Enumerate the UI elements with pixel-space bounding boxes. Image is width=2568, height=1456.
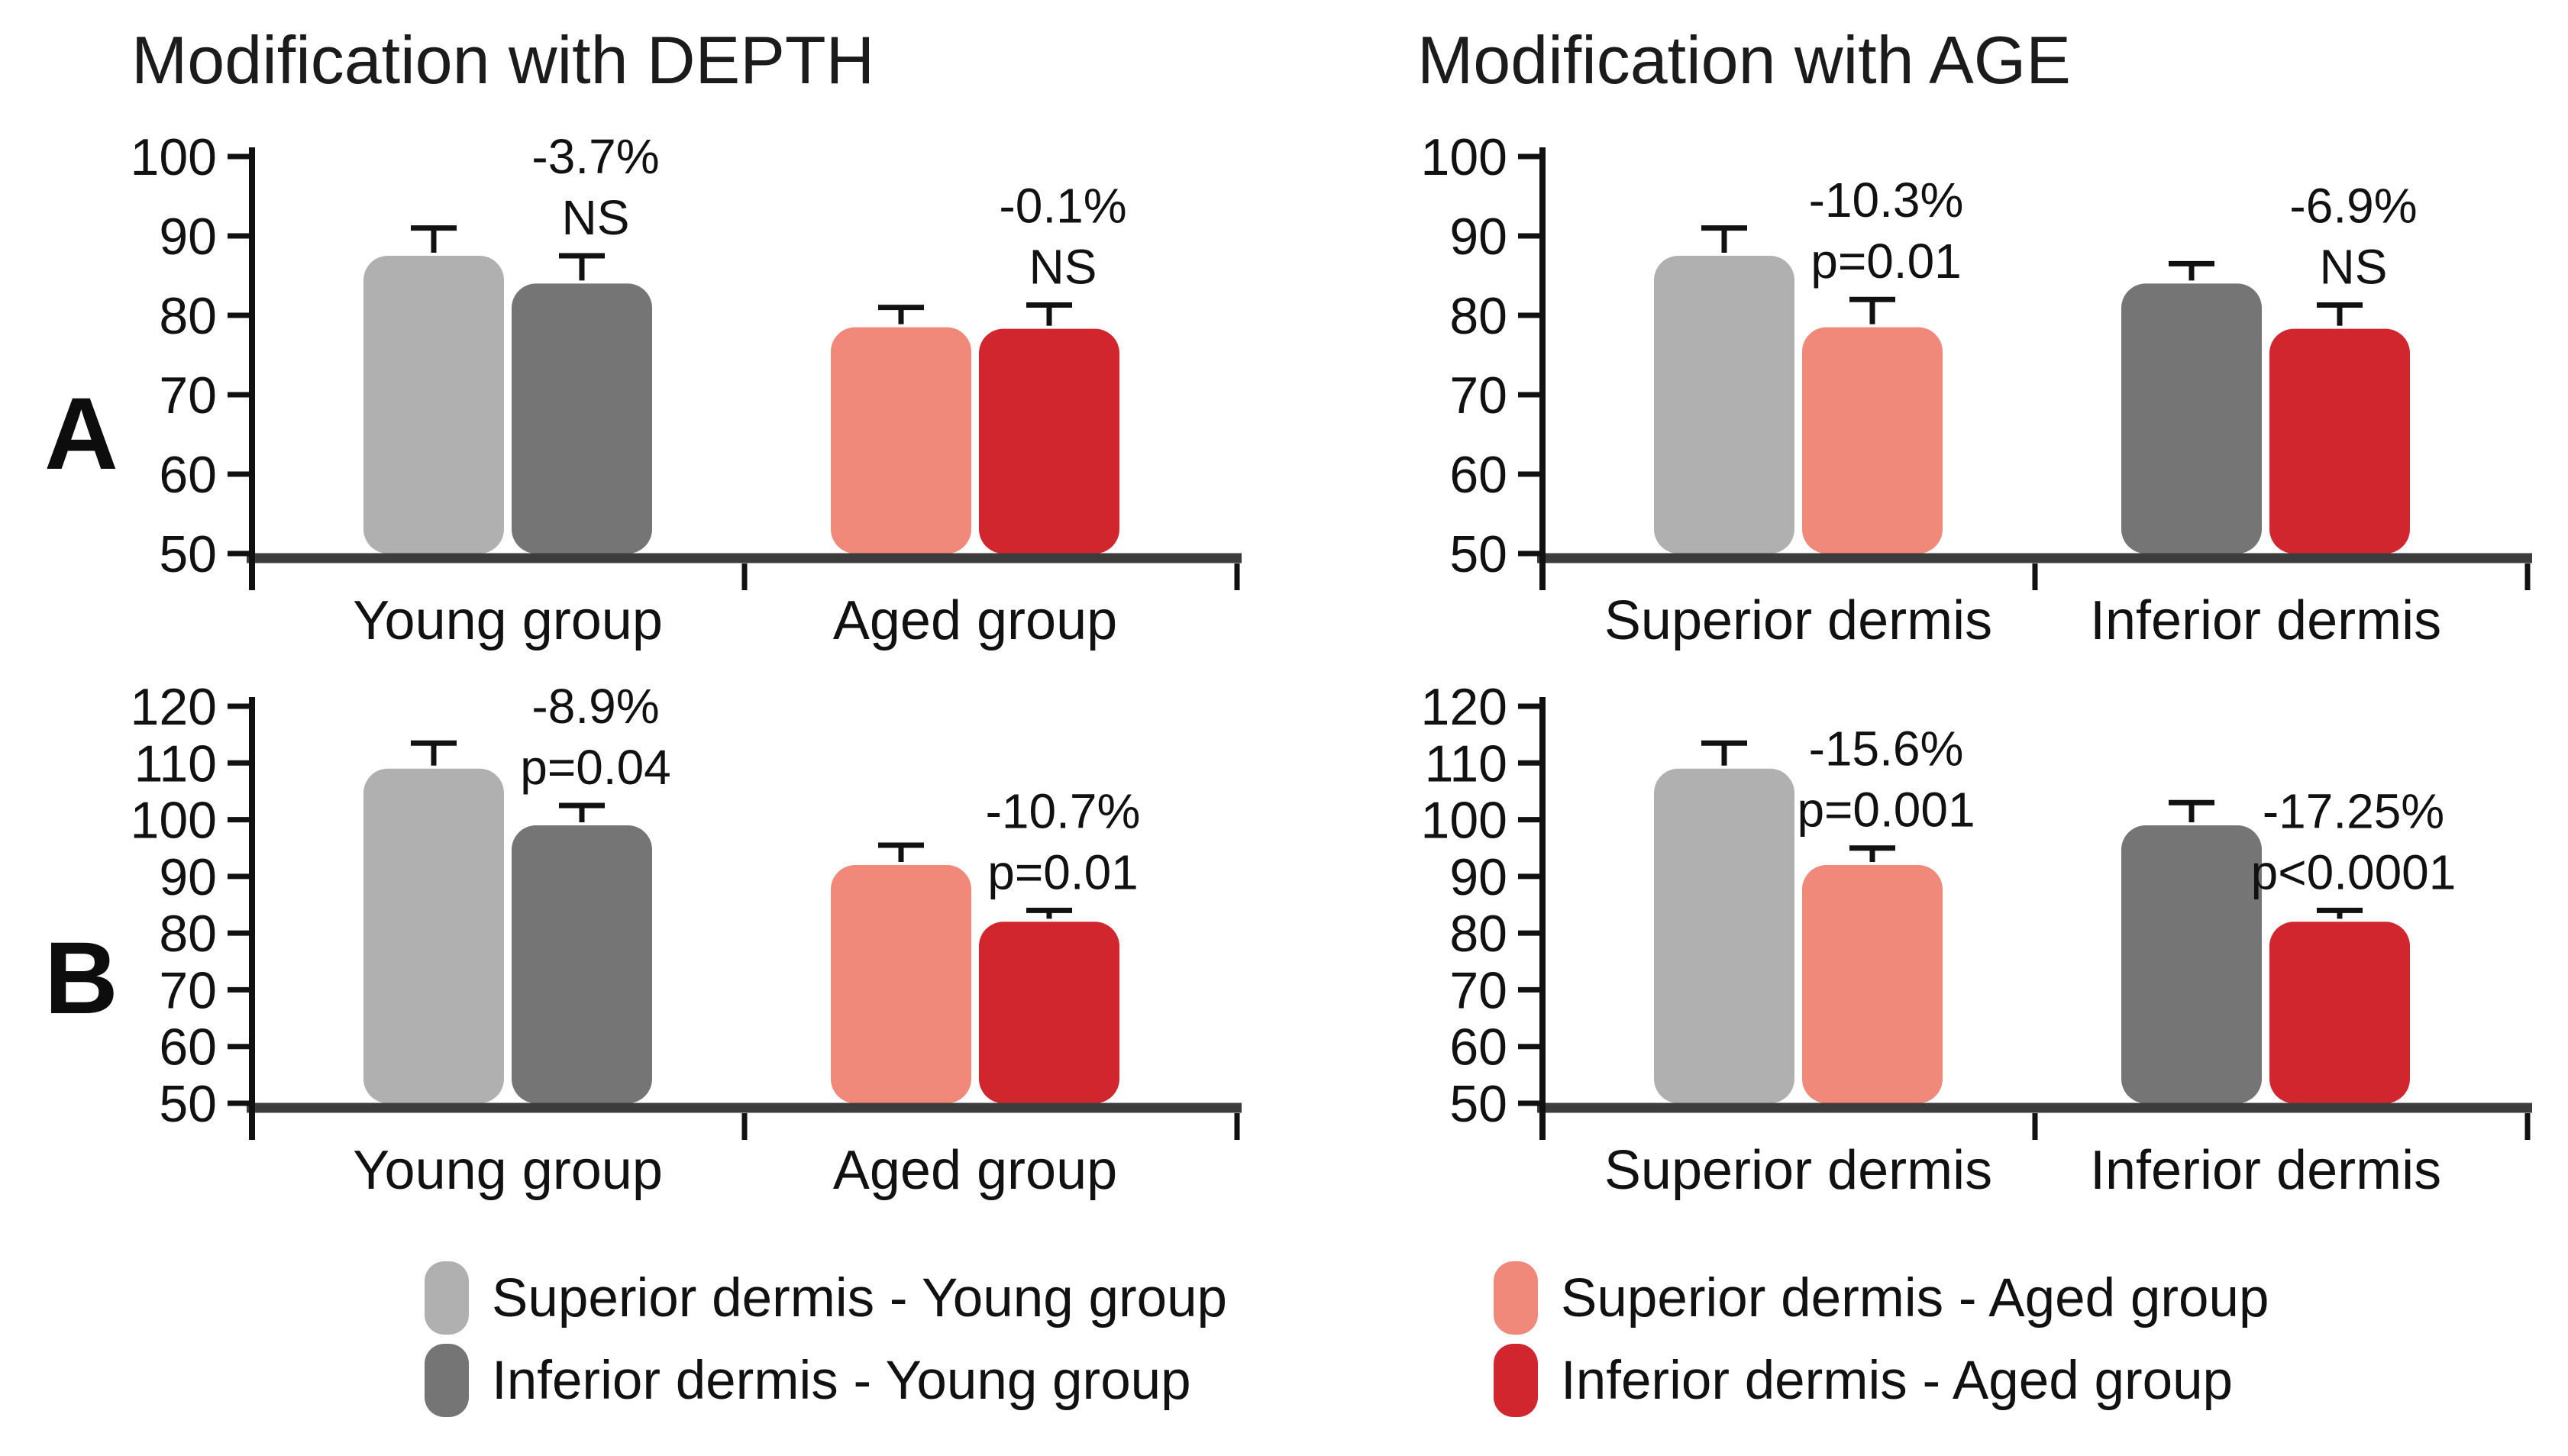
x-category-label: Young group xyxy=(353,590,663,651)
annotation-line: p<0.0001 xyxy=(2251,844,2457,899)
y-tick-label: 80 xyxy=(1449,287,1507,345)
bar-chart-depth-panel-a: 50 60 70 80 90 100 Young group -3.7% NS Aged grou… xyxy=(107,126,1252,660)
x-category-label: Inferior dermis xyxy=(2090,590,2441,651)
annotation-line: -6.9% xyxy=(2289,178,2417,233)
y-tick-label: 110 xyxy=(134,734,217,793)
y-tick-label: 100 xyxy=(1421,128,1507,186)
bar-superior-dermis-young-group xyxy=(363,256,504,554)
annotation-line: NS xyxy=(1029,239,1097,294)
chart-svg: 50 60 70 80 90 100 Superior dermis -10.3% p=0.01… xyxy=(1421,128,2532,651)
y-tick-label: 90 xyxy=(159,848,217,906)
y-tick-label: 60 xyxy=(159,1019,217,1077)
annotation-line: NS xyxy=(562,190,630,245)
y-tick-label: 120 xyxy=(1421,678,1507,736)
x-category-label: Superior dermis xyxy=(1604,1140,1992,1201)
legend-label: Superior dermis - Young group xyxy=(492,1267,1228,1328)
y-tick-label: 80 xyxy=(159,287,217,345)
legend-swatch-superior-dermis-aged-group xyxy=(1494,1261,1538,1335)
panel-label-a: A xyxy=(44,377,118,491)
bar-chart-age-panel-a: 50 60 70 80 90 100 Superior dermis -10.3% p=0.01… xyxy=(1397,126,2543,660)
annotation-line: -10.3% xyxy=(1809,173,1964,228)
y-tick-label: 60 xyxy=(1449,446,1507,504)
x-category-label: Superior dermis xyxy=(1604,590,1992,651)
x-category-label: Aged group xyxy=(833,1140,1117,1201)
y-tick-label: 100 xyxy=(131,128,217,186)
y-tick-label: 90 xyxy=(1449,208,1507,266)
y-tick-label: 110 xyxy=(1425,734,1507,793)
y-tick-label: 50 xyxy=(159,525,217,583)
y-tick-label: 100 xyxy=(1421,792,1507,850)
legend-item: Superior dermis - Aged group xyxy=(1494,1261,2269,1335)
annotation-line: -8.9% xyxy=(531,679,659,734)
y-tick-label: 90 xyxy=(1449,848,1507,906)
legend-label: Inferior dermis - Aged group xyxy=(1561,1350,2234,1411)
annotation-line: -17.25% xyxy=(2263,783,2444,838)
legend-swatch-superior-dermis-young-group xyxy=(425,1261,469,1335)
bar-inferior-dermis-aged-group xyxy=(2269,328,2410,554)
legend-swatch-inferior-dermis-aged-group xyxy=(1494,1344,1538,1417)
y-tick-label: 80 xyxy=(1449,905,1507,963)
y-tick-label: 100 xyxy=(131,792,217,850)
legend-item: Inferior dermis - Aged group xyxy=(1494,1344,2269,1417)
annotation-line: -0.1% xyxy=(999,178,1126,233)
bar-superior-dermis-aged-group xyxy=(831,327,971,554)
bar-superior-dermis-young-group xyxy=(1654,768,1794,1103)
bar-superior-dermis-young-group xyxy=(1654,256,1794,554)
annotation-line: p=0.01 xyxy=(1811,234,1962,289)
y-tick-label: 50 xyxy=(1449,525,1507,583)
y-tick-label: 70 xyxy=(159,961,217,1019)
bar-inferior-dermis-young-group xyxy=(2121,825,2262,1103)
x-category-label: Aged group xyxy=(833,590,1117,651)
bar-superior-dermis-aged-group xyxy=(1802,865,1943,1103)
annotation-line: -10.7% xyxy=(986,783,1141,838)
legend: Superior dermis - Young group Inferior de… xyxy=(0,1261,2568,1437)
bar-superior-dermis-aged-group xyxy=(831,865,971,1103)
column-title-depth: Modification with DEPTH xyxy=(131,22,875,98)
y-tick-label: 90 xyxy=(159,208,217,266)
legend-swatch-inferior-dermis-young-group xyxy=(425,1344,469,1417)
legend-column-aged: Superior dermis - Aged group Inferior der… xyxy=(1494,1261,2269,1417)
bar-inferior-dermis-young-group xyxy=(512,825,652,1103)
legend-label: Inferior dermis - Young group xyxy=(492,1350,1191,1411)
y-tick-label: 50 xyxy=(1449,1075,1507,1133)
bar-inferior-dermis-aged-group xyxy=(979,922,1119,1103)
annotation-line: p=0.01 xyxy=(987,844,1139,899)
bar-inferior-dermis-young-group xyxy=(512,283,652,554)
bar-superior-dermis-young-group xyxy=(363,768,504,1103)
y-tick-label: 70 xyxy=(159,366,217,425)
y-tick-label: 60 xyxy=(159,446,217,504)
legend-item: Superior dermis - Young group xyxy=(425,1261,1227,1335)
y-tick-label: 70 xyxy=(1449,961,1507,1019)
y-tick-label: 70 xyxy=(1449,366,1507,425)
bar-chart-depth-panel-b: 50 60 70 80 90 100 110 120 Young group -8.9% p=0.0… xyxy=(107,676,1252,1210)
chart-svg: 50 60 70 80 90 100 Young group -3.7% NS Aged grou… xyxy=(131,128,1242,651)
bar-chart-age-panel-b: 50 60 70 80 90 100 110 120 Superior dermis -15.6%… xyxy=(1397,676,2543,1210)
panel-label-b: B xyxy=(44,922,118,1035)
bar-superior-dermis-aged-group xyxy=(1802,327,1943,554)
annotation-line: p=0.04 xyxy=(520,740,671,795)
y-tick-label: 80 xyxy=(159,905,217,963)
legend-label: Superior dermis - Aged group xyxy=(1561,1267,2269,1328)
legend-item: Inferior dermis - Young group xyxy=(425,1344,1227,1417)
y-tick-label: 50 xyxy=(159,1075,217,1133)
bar-inferior-dermis-aged-group xyxy=(979,328,1119,554)
bar-inferior-dermis-aged-group xyxy=(2269,922,2410,1103)
annotation-line: -3.7% xyxy=(531,129,659,184)
x-category-label: Inferior dermis xyxy=(2090,1140,2441,1201)
annotation-line: NS xyxy=(2320,239,2388,294)
bar-inferior-dermis-young-group xyxy=(2121,283,2262,554)
annotation-line: p=0.001 xyxy=(1797,783,1975,838)
column-title-age: Modification with AGE xyxy=(1417,22,2071,98)
annotation-line: -15.6% xyxy=(1809,722,1964,776)
y-tick-label: 60 xyxy=(1449,1019,1507,1077)
x-category-label: Young group xyxy=(353,1140,663,1201)
y-tick-label: 120 xyxy=(131,678,217,736)
legend-column-young: Superior dermis - Young group Inferior de… xyxy=(425,1261,1227,1417)
